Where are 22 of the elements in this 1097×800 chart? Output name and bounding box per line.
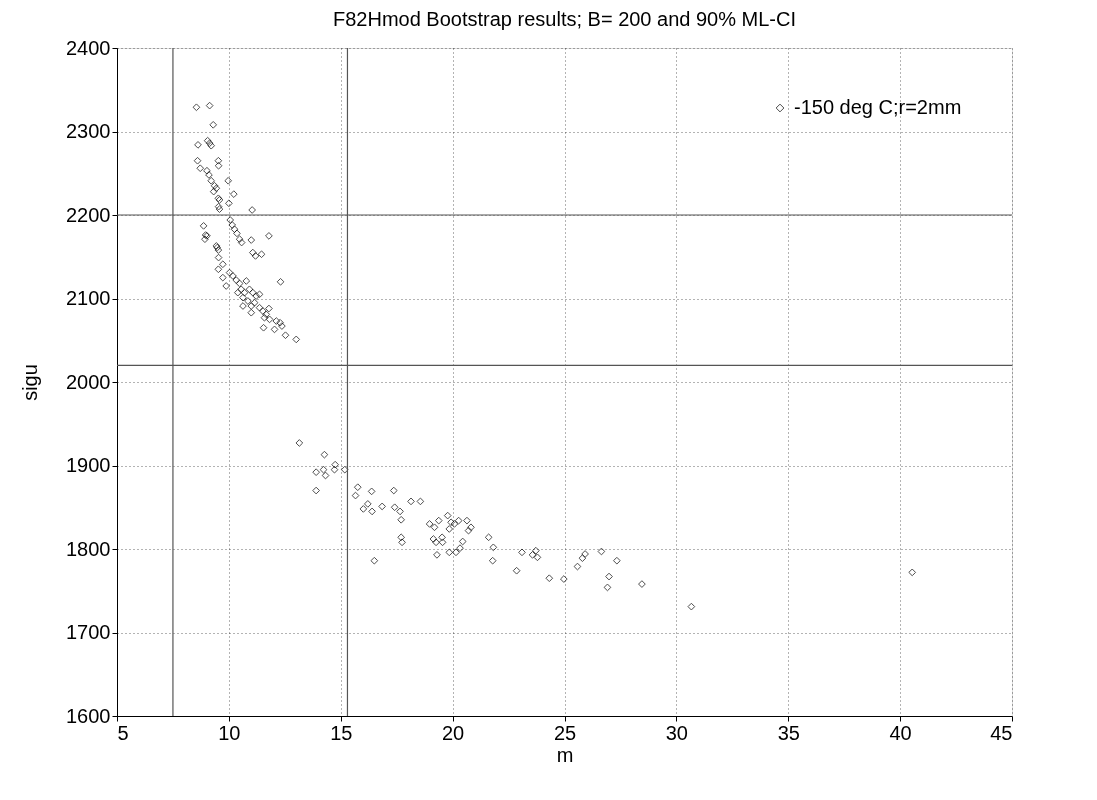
y-tick-label: 2100: [66, 287, 111, 309]
y-axis-title: sigu: [19, 364, 42, 401]
y-tick-label: 1800: [66, 537, 111, 560]
x-tick-label: 25: [553, 721, 577, 744]
x-tick-label: 35: [777, 721, 800, 744]
x-tick-label: 45: [990, 721, 1013, 744]
chart-title: F82Hmod Bootstrap results; B= 200 and 90% ML-CI: [332, 8, 797, 30]
legend-label: -150 deg C;r=2mm: [794, 96, 962, 118]
x-tick-label: 40: [889, 721, 912, 744]
y-tick-label: 1600: [66, 704, 111, 727]
y-tick-label: 2200: [66, 203, 111, 226]
y-tick-label: 1700: [66, 621, 111, 643]
x-tick-label: 5: [117, 721, 129, 744]
x-tick-label: 30: [665, 721, 688, 744]
y-tick-label: 2400: [66, 36, 111, 59]
x-tick-label: 15: [330, 721, 353, 744]
x-tick-label: 20: [442, 721, 465, 744]
y-tick-label: 2000: [66, 370, 111, 393]
y-tick-label: 1900: [66, 454, 111, 476]
y-tick-label: 2300: [66, 120, 111, 142]
x-tick-label: 10: [218, 721, 241, 744]
x-axis-title: m: [556, 743, 574, 766]
